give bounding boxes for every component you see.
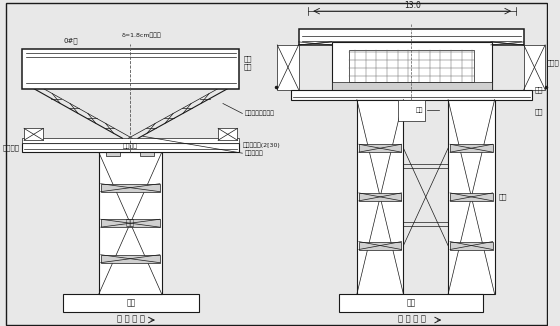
Bar <box>101 255 160 263</box>
Text: 预埋型钢: 预埋型钢 <box>123 143 138 149</box>
Bar <box>359 242 402 249</box>
Text: 钢架
围栏: 钢架 围栏 <box>243 56 252 70</box>
Bar <box>101 184 160 192</box>
Text: 横 断 面 图: 横 断 面 图 <box>398 315 426 323</box>
Text: 立柱: 立柱 <box>534 108 543 115</box>
Bar <box>332 42 492 90</box>
Text: δ=1.8cm胶合板: δ=1.8cm胶合板 <box>122 32 161 38</box>
Bar <box>106 148 120 156</box>
Bar <box>101 219 160 227</box>
Text: 枢架: 枢架 <box>416 108 423 113</box>
Bar <box>277 45 298 90</box>
Bar <box>332 82 492 90</box>
Text: 纵梁: 纵梁 <box>534 86 543 93</box>
Bar <box>22 49 240 89</box>
Text: 脚手架: 脚手架 <box>547 59 560 66</box>
Bar <box>398 99 425 121</box>
Text: 0#段: 0#段 <box>63 37 78 44</box>
Bar <box>339 294 483 312</box>
Bar <box>450 193 493 201</box>
Bar <box>450 242 493 249</box>
Bar <box>291 90 531 99</box>
Bar <box>24 128 44 140</box>
Bar <box>22 138 240 143</box>
Text: 托架纵梁: 托架纵梁 <box>3 144 20 151</box>
Text: 承台: 承台 <box>126 299 136 308</box>
Text: 八三军用支墩立柱: 八三军用支墩立柱 <box>244 111 274 116</box>
Bar <box>359 193 402 201</box>
Text: 墩身: 墩身 <box>498 194 507 200</box>
Bar <box>524 45 545 90</box>
Text: 墩身: 墩身 <box>125 219 135 228</box>
Bar <box>357 99 403 294</box>
Bar <box>359 144 402 152</box>
Bar <box>63 294 199 312</box>
Bar <box>141 148 154 156</box>
Bar <box>349 50 474 82</box>
Bar <box>218 128 237 140</box>
Text: 纵 断 面 图: 纵 断 面 图 <box>117 315 144 323</box>
Text: 横向分配梁(2[30): 横向分配梁(2[30) <box>242 142 280 148</box>
Bar <box>22 143 240 152</box>
Text: 承台: 承台 <box>407 299 416 308</box>
Text: 横向剪力撑: 横向剪力撑 <box>244 150 263 156</box>
Bar <box>298 29 524 45</box>
Bar <box>448 99 494 294</box>
Bar <box>450 144 493 152</box>
Bar <box>99 152 162 294</box>
Text: 13.0: 13.0 <box>404 1 421 10</box>
